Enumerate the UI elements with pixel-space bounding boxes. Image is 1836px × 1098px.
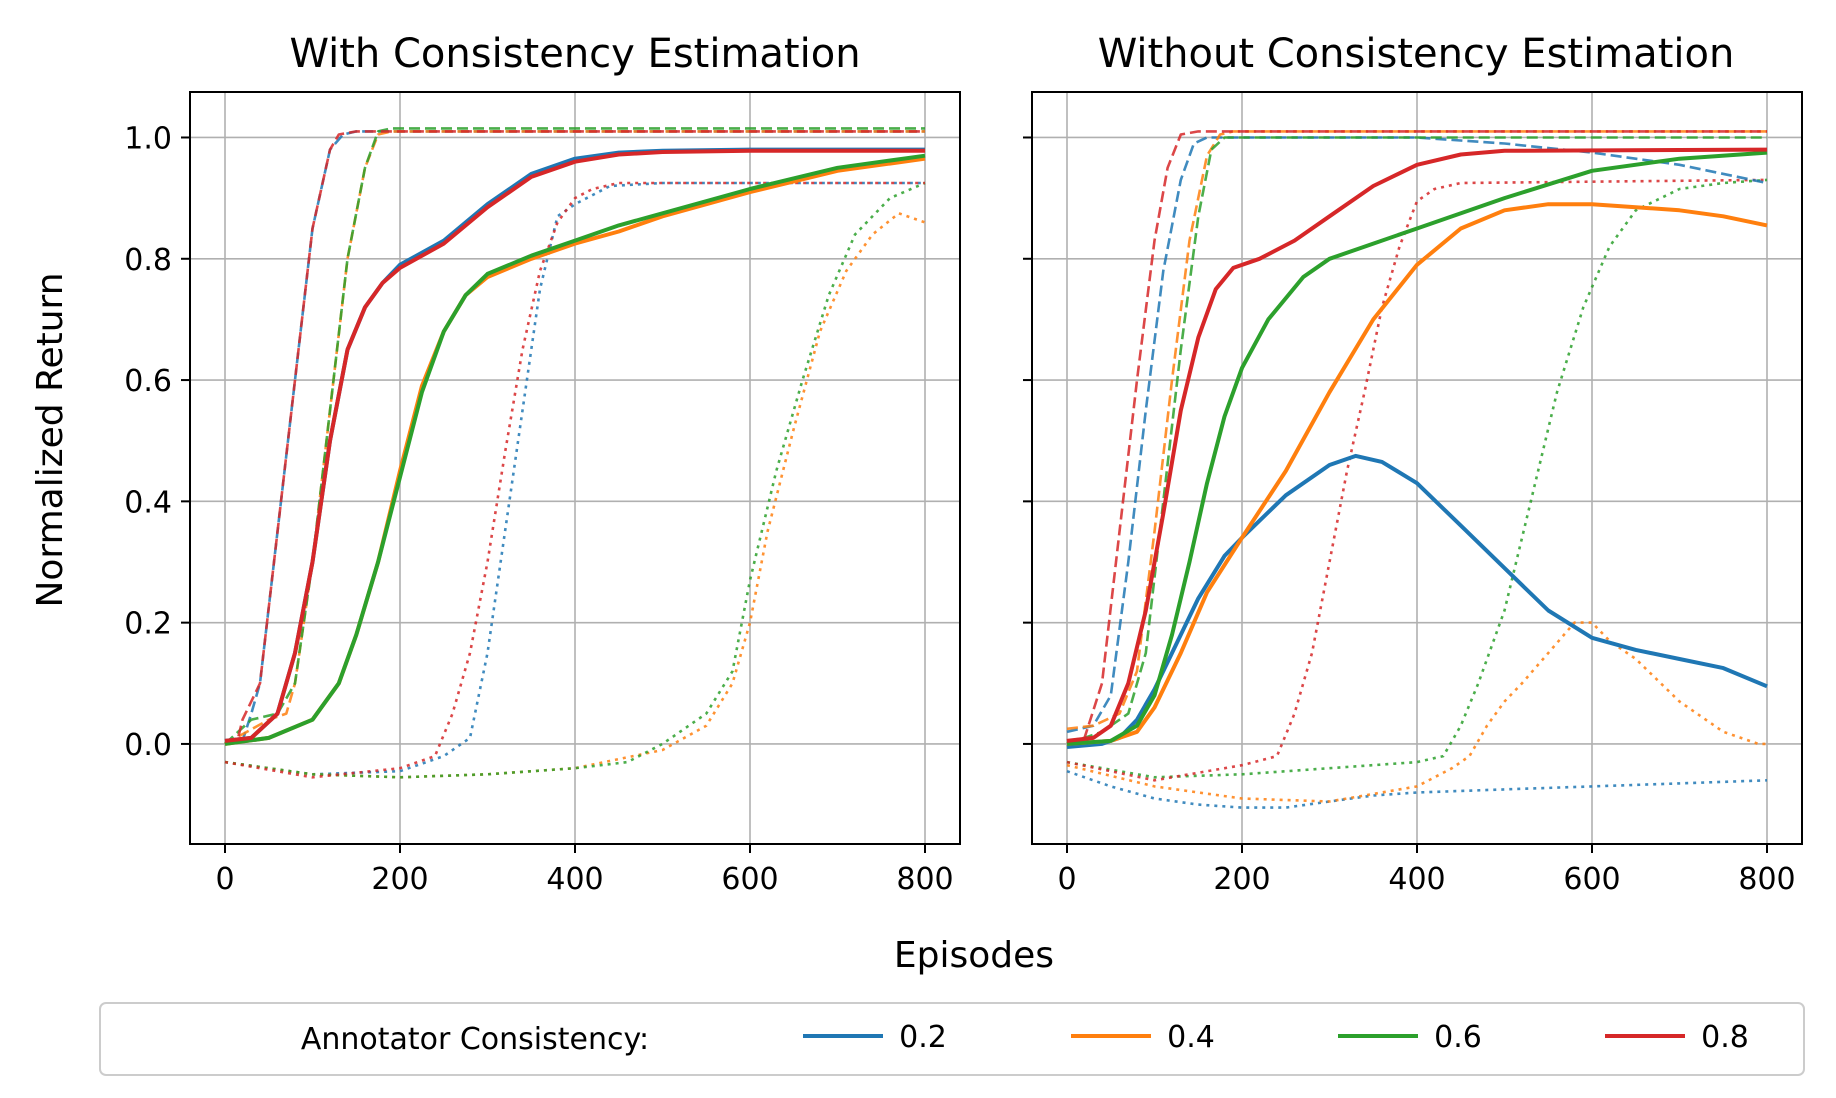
left-series-solid-08 — [224, 148, 925, 743]
right-series-solid-06 — [1066, 150, 1768, 746]
legend-label-08: 0.8 — [1701, 1020, 1749, 1055]
right-series-dashed-08 — [1066, 130, 1767, 743]
left-xtick-label-0: 0 — [215, 862, 234, 897]
left-panel-title: With Consistency Estimation — [289, 31, 860, 77]
left-ytick-label-3: 0.6 — [124, 364, 172, 399]
right-series-dashed-04 — [1066, 130, 1767, 731]
left-series-dashed-08 — [224, 130, 925, 746]
y-axis-label: Normalized Return — [30, 272, 71, 607]
left-ytick-label-1: 0.2 — [124, 607, 172, 642]
right-series-dotted-08 — [1066, 178, 1768, 782]
left-series-dotted-06 — [224, 181, 926, 779]
left-xtick-label-1: 200 — [371, 862, 428, 897]
right-series-dotted-02 — [1066, 769, 1768, 809]
right-series-dotted-04 — [1066, 621, 1767, 803]
right-xtick-label-1: 200 — [1213, 862, 1270, 897]
right-xtick-label-3: 600 — [1563, 862, 1620, 897]
right-series — [1066, 130, 1768, 809]
legend-label-06: 0.6 — [1434, 1020, 1482, 1055]
left-xtick-label-2: 400 — [546, 862, 603, 897]
left-panel: With Consistency Estimation 0 200 400 600 80… — [124, 31, 961, 897]
left-xtick-label-3: 600 — [721, 862, 778, 897]
right-xtick-label-2: 400 — [1388, 862, 1445, 897]
legend-entries: 0.2 0.4 0.6 0.8 — [803, 1020, 1749, 1055]
left-ytick-label-2: 0.4 — [124, 485, 172, 520]
left-xtick-label-4: 800 — [896, 862, 953, 897]
left-ticks: 0 200 400 600 800 0.0 0.2 0.4 0.6 0.8 1.0 — [124, 121, 953, 897]
right-series-solid-08 — [1066, 147, 1768, 743]
right-grid — [1032, 92, 1802, 844]
legend-box — [99, 1002, 1805, 1076]
legend: Annotator Consistency: 0.2 0.4 0.6 0.8 — [99, 1002, 1805, 1076]
right-series-solid-02 — [1066, 453, 1768, 749]
right-xtick-label-0: 0 — [1057, 862, 1076, 897]
right-series-solid-04 — [1066, 202, 1768, 746]
right-ticks: 0 200 400 600 800 — [1023, 136, 1796, 897]
legend-label-02: 0.2 — [899, 1020, 947, 1055]
left-series-dashed-02 — [224, 130, 925, 746]
x-axis-label: Episodes — [894, 935, 1054, 976]
left-grid — [190, 92, 960, 844]
right-xtick-label-4: 800 — [1738, 862, 1795, 897]
right-series-dashed-06 — [1066, 136, 1767, 746]
left-series-dotted-02 — [224, 181, 925, 776]
right-panel: Without Consistency Estimation 0 200 400 60… — [1023, 31, 1803, 897]
legend-label-04: 0.4 — [1167, 1020, 1215, 1055]
left-series — [224, 127, 926, 779]
left-ytick-label-0: 0.0 — [124, 728, 172, 763]
left-ytick-label-5: 1.0 — [124, 121, 172, 156]
legend-title: Annotator Consistency: — [301, 1022, 649, 1057]
right-panel-title: Without Consistency Estimation — [1098, 31, 1735, 77]
left-ytick-label-4: 0.8 — [124, 243, 172, 278]
left-series-solid-06 — [224, 153, 926, 746]
right-series-dashed-02 — [1066, 136, 1768, 734]
right-series-dotted-06 — [1066, 178, 1768, 779]
